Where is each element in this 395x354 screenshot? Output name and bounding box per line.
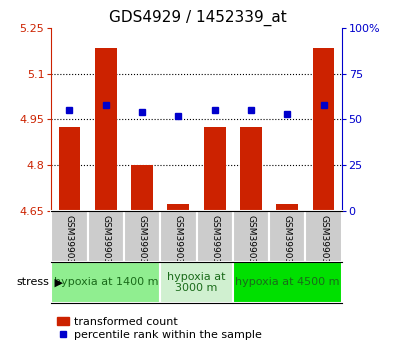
Text: GSM399034: GSM399034 (174, 215, 183, 270)
Bar (313, 48, 335, 211)
Text: ▶: ▶ (51, 277, 63, 287)
Bar (197, 211, 233, 262)
Bar (131, 165, 153, 211)
Bar (305, 211, 342, 262)
Text: hypoxia at 4500 m: hypoxia at 4500 m (235, 277, 339, 287)
Bar (233, 211, 269, 262)
Bar (51, 211, 88, 262)
Bar (160, 262, 233, 303)
Bar (233, 262, 342, 303)
Bar (58, 127, 81, 211)
Text: GSM399033: GSM399033 (137, 215, 147, 270)
Bar (204, 127, 226, 211)
Text: GDS4929 / 1452339_at: GDS4929 / 1452339_at (109, 10, 286, 26)
Text: GSM399032: GSM399032 (101, 215, 110, 270)
Bar (276, 204, 298, 211)
Bar (88, 211, 124, 262)
Text: GSM399035: GSM399035 (210, 215, 219, 270)
Bar (240, 127, 262, 211)
Bar (124, 211, 160, 262)
Text: GSM399038: GSM399038 (319, 215, 328, 270)
Bar (167, 204, 189, 211)
Bar (160, 211, 197, 262)
Bar (95, 48, 117, 211)
Text: stress: stress (17, 277, 49, 287)
Legend: transformed count, percentile rank within the sample: transformed count, percentile rank withi… (53, 313, 266, 345)
Text: hypoxia at
3000 m: hypoxia at 3000 m (167, 272, 226, 293)
Text: GSM399036: GSM399036 (246, 215, 256, 270)
Text: GSM399031: GSM399031 (65, 215, 74, 270)
Text: GSM399037: GSM399037 (283, 215, 292, 270)
Bar (51, 262, 160, 303)
Bar (269, 211, 305, 262)
Text: hypoxia at 1400 m: hypoxia at 1400 m (54, 277, 158, 287)
